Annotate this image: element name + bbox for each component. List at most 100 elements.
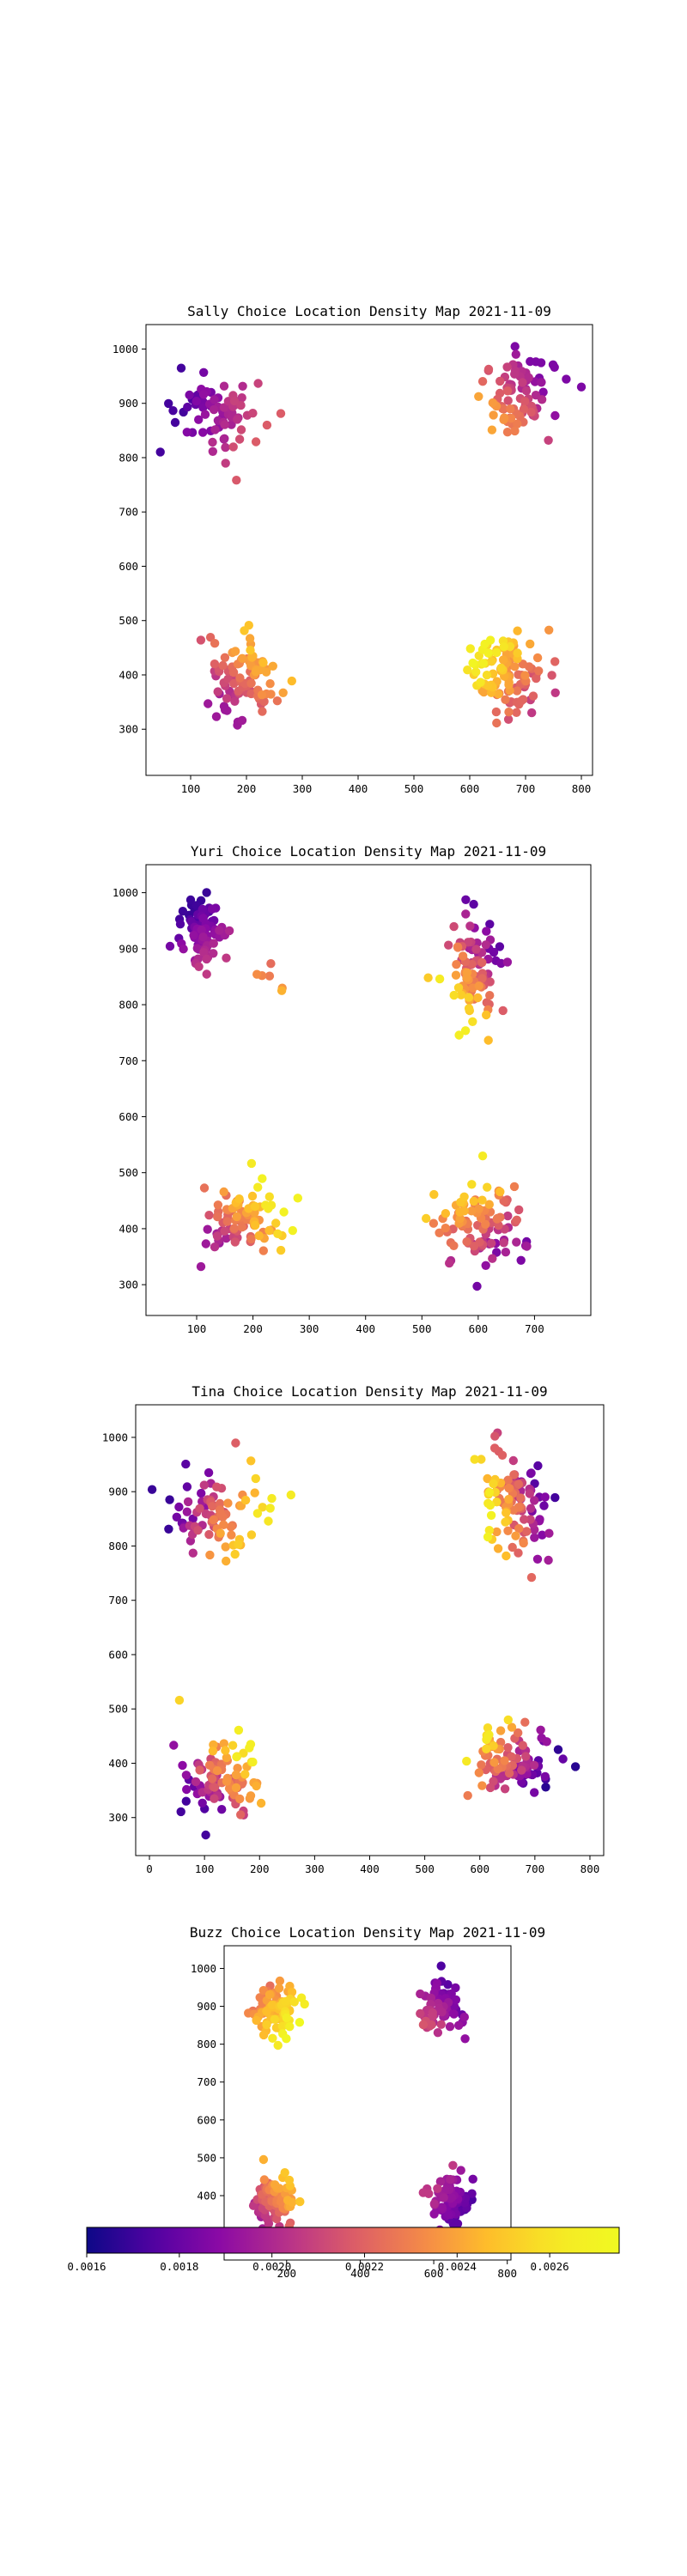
data-point <box>234 434 245 444</box>
data-point <box>178 907 188 916</box>
plot-frame <box>223 1945 512 2261</box>
data-point <box>251 1473 260 1484</box>
data-point <box>509 1182 520 1192</box>
data-point <box>449 990 459 1000</box>
data-point <box>172 1512 181 1522</box>
data-point <box>496 663 506 673</box>
data-point <box>437 2202 447 2212</box>
data-point <box>262 2007 271 2016</box>
data-point <box>458 951 468 961</box>
data-point <box>495 1774 505 1783</box>
data-point <box>257 690 267 700</box>
data-point <box>227 420 236 429</box>
data-point <box>199 1480 209 1490</box>
data-point <box>220 653 230 662</box>
data-point <box>209 1516 218 1525</box>
data-point <box>266 959 276 969</box>
data-point <box>265 679 275 689</box>
data-point <box>228 442 238 452</box>
data-point <box>237 393 246 403</box>
data-point <box>485 991 495 1000</box>
data-point <box>491 707 502 717</box>
y-tick-label: 700 <box>108 1594 128 1607</box>
data-point <box>213 1200 223 1210</box>
data-point <box>453 983 464 993</box>
data-point <box>467 2189 477 2198</box>
data-point <box>289 1997 299 2007</box>
data-point <box>547 671 556 680</box>
data-point <box>219 1187 228 1197</box>
data-point <box>220 1226 229 1236</box>
data-point <box>174 1502 184 1512</box>
data-point <box>465 644 475 653</box>
data-point <box>570 1762 581 1771</box>
data-point <box>526 1515 535 1524</box>
data-point <box>202 888 211 897</box>
data-point <box>170 417 180 428</box>
plot-frame <box>145 864 592 1316</box>
data-point <box>270 2180 280 2190</box>
data-point <box>197 1488 206 1498</box>
chart-title: Tina Choice Location Density Map 2021-11… <box>192 1383 547 1400</box>
data-point <box>544 435 553 445</box>
data-point <box>219 1520 228 1530</box>
data-point <box>509 1470 519 1479</box>
data-point <box>476 677 485 687</box>
data-point <box>503 1743 513 1753</box>
y-tick-label: 600 <box>197 2113 216 2126</box>
data-point <box>209 939 218 948</box>
data-point <box>519 1538 528 1548</box>
data-point <box>258 1246 268 1255</box>
data-point <box>228 1741 238 1750</box>
data-point <box>182 1482 192 1492</box>
data-point <box>234 1725 244 1735</box>
data-point <box>282 2034 291 2044</box>
data-point <box>532 653 543 663</box>
data-point <box>251 1220 260 1230</box>
data-point <box>435 2177 446 2186</box>
data-point <box>259 2175 269 2184</box>
data-point <box>439 2193 448 2202</box>
data-point <box>272 696 283 706</box>
data-point <box>198 403 208 412</box>
data-point <box>503 1715 513 1725</box>
data-point <box>217 1805 227 1814</box>
data-point <box>288 2197 297 2207</box>
data-point <box>246 1740 256 1749</box>
y-tick-label: 800 <box>108 1540 128 1552</box>
data-point <box>198 428 208 437</box>
data-point <box>474 981 483 991</box>
data-point <box>435 1228 444 1238</box>
data-point <box>522 1527 532 1536</box>
data-point <box>212 1482 222 1492</box>
data-point <box>562 374 571 384</box>
data-point <box>262 2020 271 2030</box>
data-point <box>455 1207 465 1217</box>
data-point <box>293 1194 302 1203</box>
data-point <box>232 1752 241 1762</box>
x-tick-label: 800 <box>497 2267 517 2280</box>
data-point <box>544 1528 554 1538</box>
data-point <box>264 1204 273 1213</box>
data-point <box>536 1725 545 1735</box>
data-point <box>528 691 538 701</box>
data-point <box>483 364 494 374</box>
data-point <box>514 1524 524 1534</box>
data-point <box>468 1017 477 1027</box>
points-group <box>147 1428 581 1840</box>
data-point <box>542 1737 551 1747</box>
data-point <box>461 909 471 919</box>
data-point <box>178 1760 187 1771</box>
data-point <box>504 708 514 717</box>
data-point <box>463 1790 472 1801</box>
data-point <box>176 1807 185 1817</box>
data-point <box>532 673 541 683</box>
data-point <box>264 1225 274 1236</box>
data-point <box>514 1548 523 1558</box>
data-point <box>429 1218 439 1228</box>
data-point <box>469 899 478 909</box>
data-point <box>464 993 474 1002</box>
data-point <box>512 708 521 717</box>
x-tick-label: 200 <box>237 782 257 795</box>
data-point <box>219 381 229 391</box>
